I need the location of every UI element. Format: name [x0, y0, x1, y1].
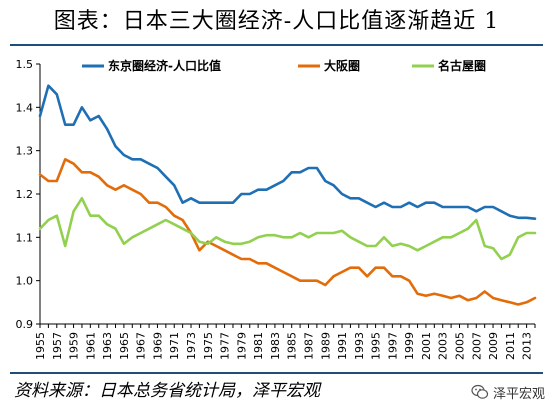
- footer-divider: [10, 372, 543, 374]
- x-tick-label: 2009: [487, 332, 500, 360]
- legend-label-1: 东京圈经济-人口比值: [108, 58, 221, 73]
- legend-label-2: 大阪圈: [324, 58, 360, 73]
- x-tick-label: 1993: [353, 332, 366, 360]
- x-tick-label: 1979: [235, 332, 248, 360]
- chart-axes: [39, 64, 535, 325]
- y-tick-label: 0.9: [16, 318, 34, 331]
- x-tick-label: 1981: [252, 332, 265, 360]
- x-tick-label: 2001: [420, 332, 433, 360]
- y-tick-label: 1.1: [16, 231, 34, 244]
- x-tick-label: 1959: [68, 332, 81, 360]
- y-tick-label: 1.4: [16, 101, 34, 114]
- x-tick-label: 1963: [101, 332, 114, 360]
- y-tick-label: 1.5: [16, 58, 34, 71]
- x-tick-label: 1987: [302, 332, 315, 360]
- x-tick-label: 1991: [336, 332, 349, 360]
- x-tick-label: 1995: [370, 332, 383, 360]
- legend-label-3: 名古屋圈: [438, 58, 486, 73]
- y-tick-label: 1.0: [16, 275, 34, 288]
- x-tick-label: 1969: [151, 332, 164, 360]
- line-chart: 0.9 1.0 1.1 1.2 1.3 1.4 1.5 1955 1957 1959 1961 19…: [16, 58, 537, 360]
- title-divider: [10, 44, 543, 46]
- series-line-3: [38, 197, 537, 261]
- x-tick-label: 1973: [185, 332, 198, 360]
- watermark: 泽平宏观: [471, 381, 545, 403]
- series-lines: [38, 84, 537, 306]
- x-tick-label: 1983: [269, 332, 282, 360]
- x-tick-label: 1971: [168, 332, 181, 360]
- x-tick-label: 1965: [118, 332, 131, 360]
- x-tick-label: 1955: [34, 332, 47, 360]
- legend: 东京圈经济-人口比值 大阪圈 名古屋圈: [82, 58, 486, 73]
- x-tick-label: 2013: [521, 332, 534, 360]
- x-tick-label: 1957: [51, 332, 64, 360]
- x-tick-label: 1999: [403, 332, 416, 360]
- watermark-label: 泽平宏观: [492, 386, 545, 402]
- wechat-icon: [471, 384, 489, 399]
- x-tick-label: 1997: [386, 332, 399, 360]
- series-line-1: [38, 84, 537, 220]
- y-axis-ticks: 0.9 1.0 1.1 1.2 1.3 1.4 1.5: [16, 58, 40, 331]
- x-tick-label: 2003: [437, 332, 450, 360]
- x-axis-ticks: 1955 1957 1959 1961 1963 1965 1967 1969 1971 1973…: [34, 324, 536, 360]
- x-tick-label: 1975: [202, 332, 215, 360]
- series-line-2: [38, 158, 537, 306]
- y-tick-label: 1.3: [16, 145, 34, 158]
- x-tick-label: 1989: [319, 332, 332, 360]
- x-tick-label: 1985: [286, 332, 299, 360]
- chart-title: 图表：日本三大圈经济-人口比值逐渐趋近 1: [53, 9, 500, 34]
- x-tick-label: 2007: [470, 332, 483, 360]
- y-tick-label: 1.2: [16, 188, 34, 201]
- x-tick-label: 2011: [504, 332, 517, 360]
- source-note: 资料来源：日本总务省统计局，泽平宏观: [14, 381, 320, 401]
- x-tick-label: 1961: [84, 332, 97, 360]
- x-tick-label: 1977: [219, 332, 232, 360]
- x-tick-label: 2005: [453, 332, 466, 360]
- x-tick-label: 1967: [135, 332, 148, 360]
